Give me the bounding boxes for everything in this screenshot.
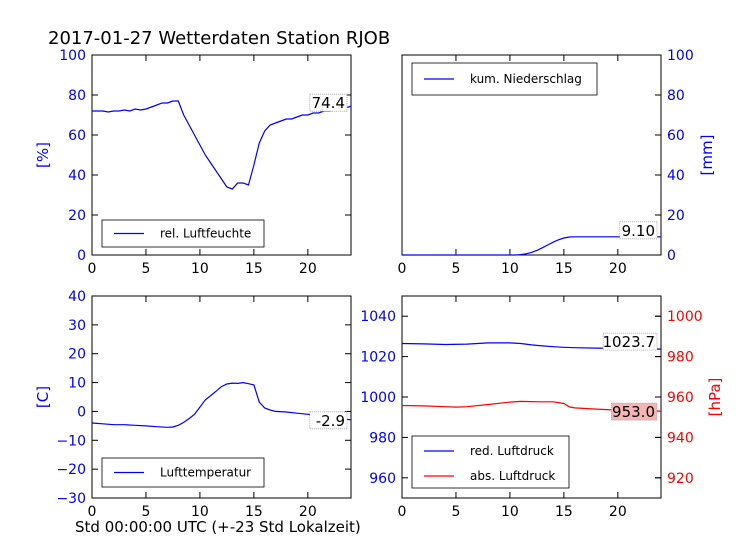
y-tick-label: 10 [68,376,86,392]
y-tick-label: 40 [68,289,86,305]
y-tick-label: 0 [667,248,676,264]
y-tick-label: 960 [667,390,694,406]
legend-label: rel. Luftfeuchte [160,227,251,241]
x-tick-label: 15 [555,504,573,520]
y-tick-label: 20 [667,208,685,224]
x-axis-label: Std 00:00:00 UTC (+-23 Std Lokalzeit) [75,518,361,536]
last-value-label: 9.10 [622,222,655,240]
x-tick-label: 10 [191,504,209,520]
y-tick-label: 20 [68,347,86,363]
y-tick-label: 980 [369,430,396,446]
y-tick-label: 60 [667,128,685,144]
series-line-abs-luftdruck [401,400,662,412]
y-tick-label: 80 [68,88,86,104]
last-value-label: 74.4 [312,94,345,112]
x-tick-label: 15 [245,261,263,277]
y-tick-label: 60 [68,128,86,144]
x-tick-label: 20 [609,261,627,277]
series-line-lufttemperatur [91,381,352,428]
last-value-label-box [602,332,658,351]
y-tick-label: 40 [667,168,685,184]
x-tick-label: 10 [191,261,209,277]
last-value-label-box [619,221,658,240]
y-tick-label: 30 [68,318,86,334]
legend-label: kum. Niederschlag [470,72,582,86]
x-tick-label: 10 [501,261,519,277]
y-tick-label: 920 [667,471,694,487]
y-tick-label: 1000 [360,390,396,406]
y-tick-label: 80 [667,88,685,104]
y-tick-label: 100 [667,48,694,64]
x-tick-label: 15 [245,504,263,520]
plot-frame-humidity [91,54,352,256]
x-tick-label: 0 [398,504,407,520]
y-tick-label: 1020 [360,350,396,366]
last-value-label-box [309,93,348,112]
y-tick-label: 960 [369,471,396,487]
x-tick-label: 20 [299,504,317,520]
last-value-label: -2.9 [316,412,345,430]
y-tick-label: −20 [56,462,86,478]
figure-title: 2017-01-27 Wetterdaten Station RJOB [48,28,390,49]
last-value-label-box [611,402,658,421]
x-tick-label: 20 [299,261,317,277]
x-tick-label: 0 [398,261,407,277]
series-line-rel-luftfeuchte [92,100,352,190]
legend-label: abs. Luftdruck [470,469,555,483]
y-tick-label: −30 [56,491,86,507]
y-tick-label: 0 [77,404,86,420]
y-tick-label: −10 [56,433,86,449]
y-tick-label: 40 [68,168,86,184]
y-tick-label: 100 [59,48,86,64]
legend-label: Lufttemperatur [160,466,251,480]
y-tick-label: 980 [667,350,694,366]
last-value-label: 1023.7 [603,333,656,351]
series-line-kum-niederschlag [402,236,661,256]
legend-label: red. Luftdruck [470,444,554,458]
y-tick-label: 0 [77,248,86,264]
y-axis-label-right: [hPa] [706,378,724,417]
y-tick-label: 1040 [360,309,396,325]
last-value-label: 953.0 [612,403,655,421]
x-tick-label: 5 [141,261,150,277]
x-tick-label: 0 [88,504,97,520]
x-tick-label: 10 [501,504,519,520]
x-tick-label: 5 [451,504,460,520]
x-tick-label: 5 [141,504,150,520]
plot-frame-precipitation [401,54,662,256]
x-tick-label: 0 [88,261,97,277]
legend-box [411,435,570,489]
y-tick-label: 1000 [667,309,703,325]
x-tick-label: 15 [555,261,573,277]
y-tick-label: 940 [667,430,694,446]
y-tick-label: 20 [68,208,86,224]
last-value-label-box [309,411,348,430]
y-axis-label: [%] [34,142,52,168]
x-tick-label: 5 [451,261,460,277]
x-tick-label: 20 [609,504,627,520]
y-axis-label: [C] [34,386,52,408]
plot-frame-temperature [91,295,352,499]
y-axis-label: [mm] [698,135,716,176]
